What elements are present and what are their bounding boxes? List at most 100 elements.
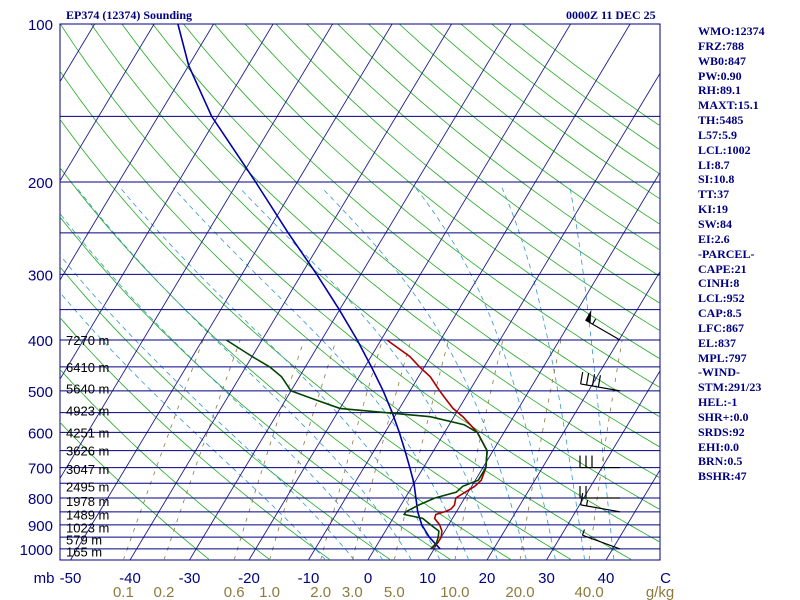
wind-barb-staff [585, 319, 621, 341]
temperature-tick-label: 30 [538, 570, 555, 587]
dry-adiabat [60, 167, 512, 560]
wind-barb-pennant [585, 309, 592, 324]
index-item: CAP:8.5 [698, 306, 742, 321]
isotherm [60, 24, 274, 381]
moist-adiabat [60, 291, 326, 560]
index-item: EI:2.6 [698, 231, 730, 246]
mixing-ratio-line [454, 339, 504, 560]
temperature-tick-label: 40 [598, 570, 615, 587]
height-label: 1023 m [66, 520, 109, 535]
pressure-label: 1000 [20, 542, 53, 559]
height-label: 4251 m [66, 425, 109, 440]
index-item: SRDS:92 [698, 424, 745, 439]
isotherm [189, 24, 512, 560]
pressure-label: 600 [28, 425, 53, 442]
pressure-label: 800 [28, 491, 53, 508]
wind-barb [585, 309, 621, 341]
temperature-tick-label: C [660, 570, 671, 587]
pressure-label: 200 [28, 175, 53, 192]
moist-adiabat [239, 187, 498, 560]
height-label: 1489 m [66, 507, 109, 522]
index-item: SW:84 [698, 216, 733, 231]
index-item: LFC:867 [698, 320, 744, 335]
index-item: LCL:952 [698, 291, 745, 306]
moist-adiabat [60, 212, 384, 560]
wind-barb-staff [580, 504, 621, 513]
mixing-ratio-label: 1.0 [259, 584, 280, 600]
parcel-trace [177, 24, 441, 550]
index-item: WB0:847 [698, 53, 746, 68]
temperature-tick-label: -20 [238, 570, 260, 587]
index-item: TT:37 [698, 187, 730, 202]
wind-barb-half [585, 499, 589, 507]
isotherm [486, 270, 660, 560]
index-item: TH:5485 [698, 113, 744, 128]
wind-barb-half [581, 529, 586, 536]
isotherm [308, 24, 631, 560]
dry-adiabat [60, 421, 211, 560]
stability-indices-list: WMO:12374 FRZ:788 WB0:847 PW:0.90 RH:89.1 MAX… [698, 24, 765, 484]
height-label: 4923 m [66, 404, 109, 419]
wind-barb [580, 492, 621, 513]
index-item: MPL:797 [698, 350, 747, 365]
mixing-ratio-line [269, 339, 337, 560]
pressure-label: 300 [28, 267, 53, 284]
height-label: 2495 m [66, 479, 109, 494]
isotherm [60, 24, 214, 281]
sounding-traces [177, 24, 488, 550]
mixing-ratio-line [123, 339, 204, 560]
index-item: LI:8.7 [698, 157, 730, 172]
height-label: 3047 m [66, 462, 109, 477]
dry-adiabat [60, 368, 271, 560]
pressure-label: 100 [28, 17, 53, 34]
index-item: EHI:0.0 [698, 439, 740, 454]
index-item: -PARCEL- [698, 246, 755, 261]
wind-barb-full [580, 492, 584, 505]
isotherm [546, 369, 660, 560]
mixing-ratio-label: g/kg [646, 584, 674, 600]
mixing-ratio-line [352, 339, 412, 560]
mixing-ratio-label: 5.0 [384, 584, 405, 600]
wind-barb-full [591, 374, 596, 387]
index-item: -WIND- [698, 365, 740, 380]
pressure-label: 400 [28, 333, 53, 350]
index-item: STM:291/23 [698, 380, 762, 395]
dry-adiabat [60, 118, 573, 560]
index-item: EL:837 [698, 335, 737, 350]
dry-adiabat [337, 24, 660, 277]
pressure-label: 700 [28, 461, 53, 478]
plot-frame [59, 23, 661, 561]
mixing-ratio-label: 20.0 [505, 584, 534, 600]
mixing-ratio-line [393, 339, 449, 560]
index-item: RH:89.1 [698, 83, 741, 98]
index-item: L57:5.9 [698, 127, 737, 142]
dry-adiabat [306, 24, 660, 304]
temperature-tick-label: -40 [119, 570, 141, 587]
index-item: SHR+:0.0 [698, 409, 749, 424]
mixing-ratio-label: 3.0 [342, 584, 363, 600]
isotherm [60, 24, 333, 480]
height-label: 7270 m [66, 333, 109, 348]
index-item: KI:19 [698, 202, 728, 217]
height-label: 165 m [66, 545, 102, 560]
wind-barb-full [597, 375, 602, 388]
moist-adiabat [60, 254, 355, 560]
station-title: EP374 (12374) Sounding [66, 8, 193, 22]
isotherm [427, 171, 660, 560]
valid-time: 0000Z 11 DEC 25 [566, 8, 656, 22]
temperature-tick-label: 10 [419, 570, 436, 587]
index-item: HEL:-1 [698, 395, 738, 410]
height-label: 6410 m [66, 360, 109, 375]
mixing-ratio-label: 40.0 [575, 584, 604, 600]
isotherm [248, 24, 571, 560]
height-label: 3626 m [66, 444, 109, 459]
mixing-ratio-label: 10.0 [440, 584, 469, 600]
moist-adiabat [415, 187, 556, 560]
pressure-label: 900 [28, 518, 53, 535]
mixing-ratio-label: 0.2 [154, 584, 175, 600]
height-label: 5640 m [66, 382, 109, 397]
index-item: BRN:0.5 [698, 454, 743, 469]
dry-adiabat [60, 24, 660, 543]
